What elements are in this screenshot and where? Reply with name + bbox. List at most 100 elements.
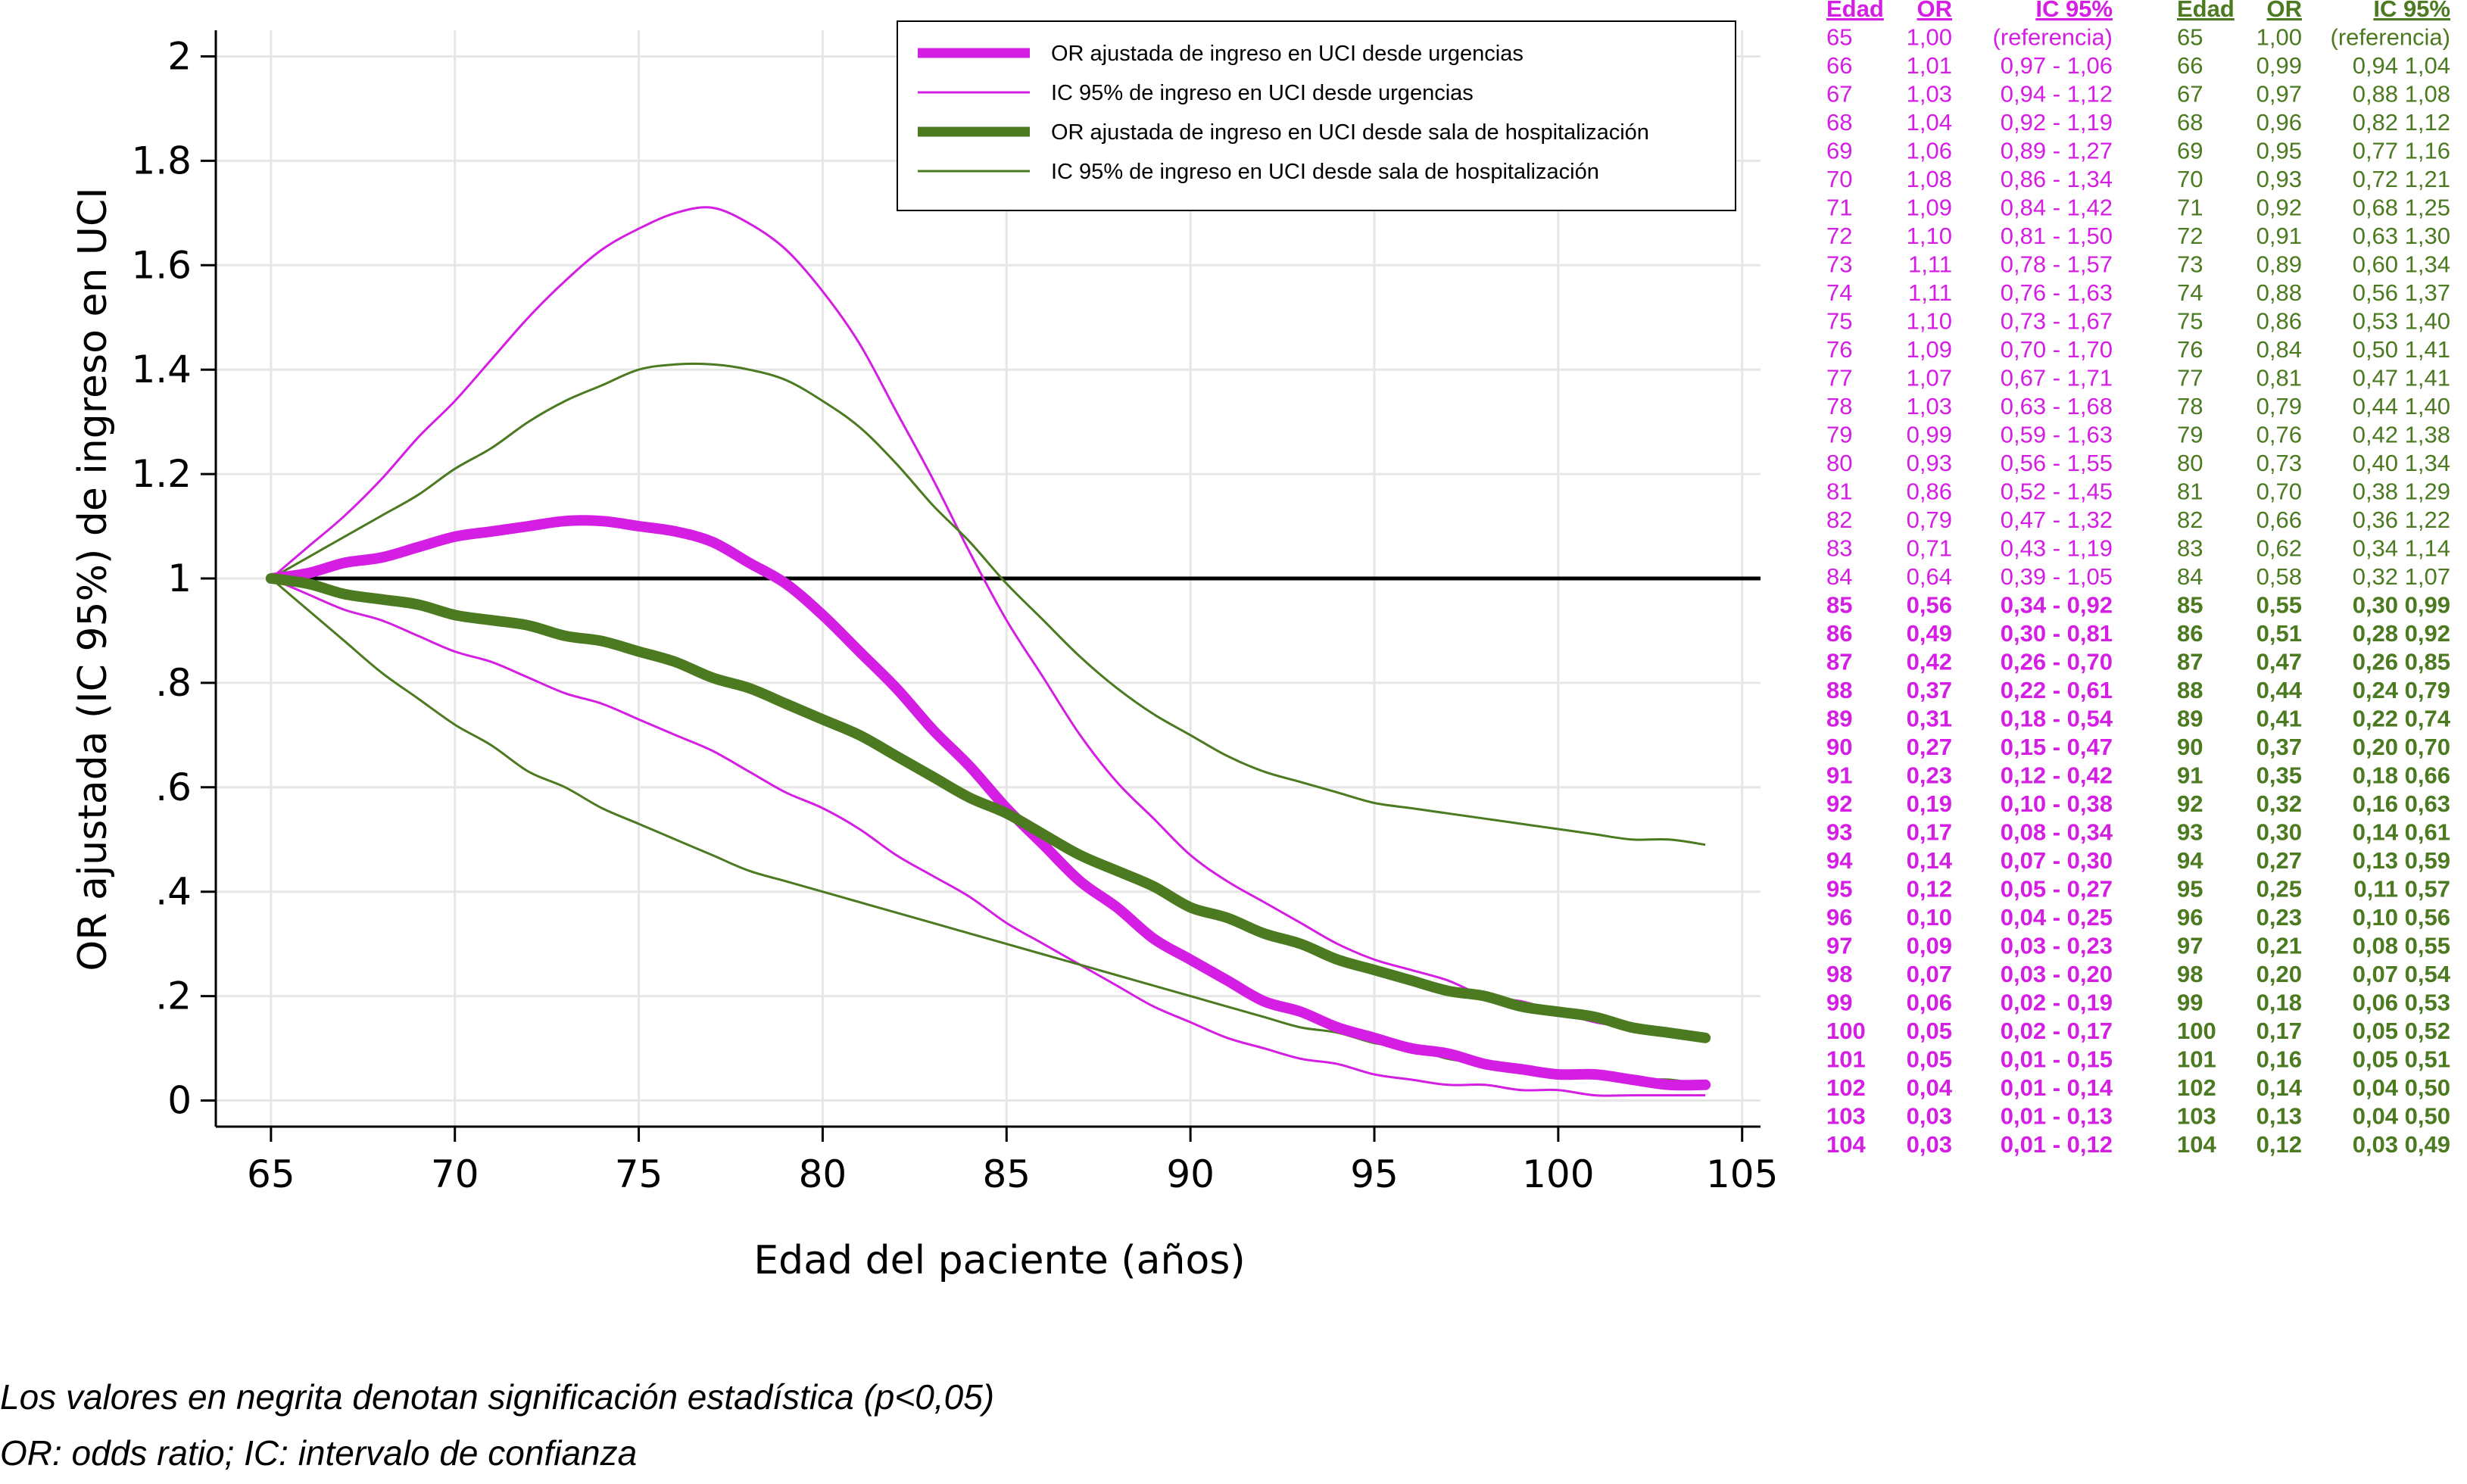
table-sala-cell: 0,30 <box>2256 819 2302 846</box>
table-urgencias-cell: 1,04 <box>1907 109 1952 136</box>
table-urgencias-cell: 0,14 <box>1907 847 1953 874</box>
table-urgencias-cell: 0,86 <box>1907 479 1952 505</box>
table-urgencias-cell: 0,03 - 0,20 <box>2001 961 2113 987</box>
table-sala-cell: 0,06 0,53 <box>2353 990 2450 1016</box>
ci-lower-line-urgencias <box>270 577 1706 1097</box>
table-sala-cell: 0,18 0,66 <box>2353 762 2450 789</box>
table-urgencias-cell: 0,43 - 1,19 <box>2001 535 2113 562</box>
table-sala-cell: 0,42 1,38 <box>2353 422 2450 448</box>
table-sala-cell: 0,53 1,40 <box>2353 308 2450 335</box>
table-sala-cell: 0,68 1,25 <box>2353 195 2450 221</box>
table-urgencias-cell: 0,15 - 0,47 <box>2001 734 2113 760</box>
table-urgencias-cell: 0,03 - 0,23 <box>2001 933 2113 959</box>
table-urgencias-cell: 1,08 <box>1907 166 1952 192</box>
table-urgencias-cell: 1,03 <box>1907 81 1952 108</box>
x-tick-label: 70 <box>431 1152 479 1196</box>
table-sala-cell: 1,00 <box>2256 24 2302 51</box>
table-urgencias-cell: 0,92 - 1,19 <box>2001 109 2113 136</box>
table-urgencias-cell: 0,81 - 1,50 <box>2001 223 2113 249</box>
table-sala-cell: 96 <box>2177 904 2203 931</box>
table-sala-cell: 0,13 <box>2256 1103 2302 1130</box>
table-sala-cell: 0,13 0,59 <box>2353 847 2450 874</box>
y-tick-label: 1.8 <box>131 139 192 182</box>
table-urgencias-cell: 0,49 <box>1907 620 1952 647</box>
legend-entry: IC 95% de ingreso en UCI desde sala de h… <box>1051 160 1599 184</box>
table-urgencias-cell: 68 <box>1826 109 1852 136</box>
table-urgencias-cell: 1,09 <box>1907 336 1952 363</box>
table-urgencias-cell: 0,89 - 1,27 <box>2001 138 2113 164</box>
table-sala-cell: 82 <box>2177 507 2203 533</box>
y-tick-label: 0 <box>167 1079 192 1123</box>
table-urgencias-cell: 0,04 <box>1907 1074 1953 1101</box>
table-urgencias-cell: 0,19 <box>1907 790 1952 817</box>
table-urgencias-cell: 0,02 - 0,19 <box>2001 990 2113 1016</box>
table-urgencias-cell: 69 <box>1826 138 1852 164</box>
table-sala-cell: 75 <box>2177 308 2203 335</box>
table-sala-cell: 0,79 <box>2256 393 2302 419</box>
table-urgencias-cell: 0,64 <box>1907 563 1952 590</box>
table-sala-cell: 71 <box>2177 195 2203 221</box>
table-urgencias-cell: 1,06 <box>1907 138 1952 164</box>
table-urgencias-cell: 1,10 <box>1907 308 1952 335</box>
table-urgencias-cell: 0,94 - 1,12 <box>2001 81 2113 108</box>
table-sala-cell: 0,21 <box>2256 933 2302 959</box>
table-sala-header: Edad <box>2177 0 2235 22</box>
y-tick-label: 1.2 <box>131 452 192 496</box>
table-urgencias-cell: 87 <box>1826 649 1852 675</box>
table-urgencias-cell: 0,01 - 0,15 <box>2001 1046 2113 1073</box>
table-urgencias-cell: 92 <box>1826 790 1852 817</box>
table-sala-cell: 80 <box>2177 450 2203 476</box>
table-urgencias-cell: (referencia) <box>1993 24 2113 51</box>
table-urgencias-cell: 0,31 <box>1907 706 1952 732</box>
table-sala-cell: 0,95 <box>2256 138 2302 164</box>
table-sala-header: IC 95% <box>2373 0 2450 22</box>
table-sala-cell: 0,47 <box>2256 649 2302 675</box>
table-urgencias-cell: 0,39 - 1,05 <box>2001 563 2113 590</box>
axes: 65 70 75 80 85 90 95 100 105 0 .2 .4 .6 .8 1 1.2 1.4 1.6 1… <box>131 30 1778 1196</box>
table-urgencias-cell: 96 <box>1826 904 1852 931</box>
table-sala-cell: 0,16 0,63 <box>2353 790 2450 817</box>
table-urgencias-cell: 0,05 - 0,27 <box>2001 876 2113 903</box>
ci-upper-line-urgencias <box>270 206 1706 1040</box>
table-urgencias-cell: 0,07 - 0,30 <box>2001 847 2113 874</box>
table-urgencias-cell: 1,09 <box>1907 195 1952 221</box>
table-sala-cell: 72 <box>2177 223 2203 249</box>
table-sala-cell: 92 <box>2177 790 2203 817</box>
table-urgencias-cell: 0,23 <box>1907 762 1952 789</box>
table-urgencias-cell: 0,06 <box>1907 990 1952 1016</box>
table-sala-cell: 0,37 <box>2256 734 2302 760</box>
table-sala-cell: 0,51 <box>2256 620 2302 647</box>
table-urgencias-cell: 75 <box>1826 308 1852 335</box>
table-sala-cell: 0,27 <box>2256 847 2302 874</box>
table-sala-cell: 0,96 <box>2256 109 2302 136</box>
table-sala-cell: 0,63 1,30 <box>2353 223 2450 249</box>
table-urgencias-cell: 73 <box>1826 251 1852 278</box>
table-sala-cell: 94 <box>2177 847 2203 874</box>
table-sala-cell: 0,77 1,16 <box>2353 138 2450 164</box>
table-sala-cell: 0,70 <box>2256 479 2302 505</box>
table-sala-cell: 0,04 0,50 <box>2353 1074 2450 1101</box>
table-urgencias-cell: 70 <box>1826 166 1852 192</box>
legend-entry: IC 95% de ingreso en UCI desde urgencias <box>1051 81 1474 105</box>
table-sala-cell: 0,81 <box>2256 365 2302 391</box>
ci-upper-line-sala <box>270 362 1706 846</box>
table-sala-cell: 0,89 <box>2256 251 2302 278</box>
table-sala-cell: 67 <box>2177 81 2203 108</box>
table-sala-cell: 90 <box>2177 734 2203 760</box>
table-urgencias-cell: 95 <box>1826 876 1852 903</box>
table-sala-cell: 0,17 <box>2256 1018 2302 1044</box>
table-urgencias-cell: 0,27 <box>1907 734 1952 760</box>
x-tick-label: 65 <box>247 1152 295 1196</box>
table-sala-cell: 0,93 <box>2256 166 2302 192</box>
table-sala-cell: 0,05 0,51 <box>2353 1046 2450 1073</box>
table-urgencias-cell: 0,17 <box>1907 819 1952 846</box>
or-line-sala <box>265 573 1711 1043</box>
table-urgencias-header: IC 95% <box>2035 0 2113 22</box>
table-sala-cell: 0,92 <box>2256 195 2302 221</box>
table-urgencias-cell: 0,47 - 1,32 <box>2001 507 2113 533</box>
table-sala-cell: 0,11 0,57 <box>2353 876 2450 903</box>
table-urgencias-cell: 0,05 <box>1907 1018 1952 1044</box>
table-sala-cell: 0,88 <box>2256 279 2302 306</box>
table-sala-cell: 0,94 1,04 <box>2353 52 2450 79</box>
